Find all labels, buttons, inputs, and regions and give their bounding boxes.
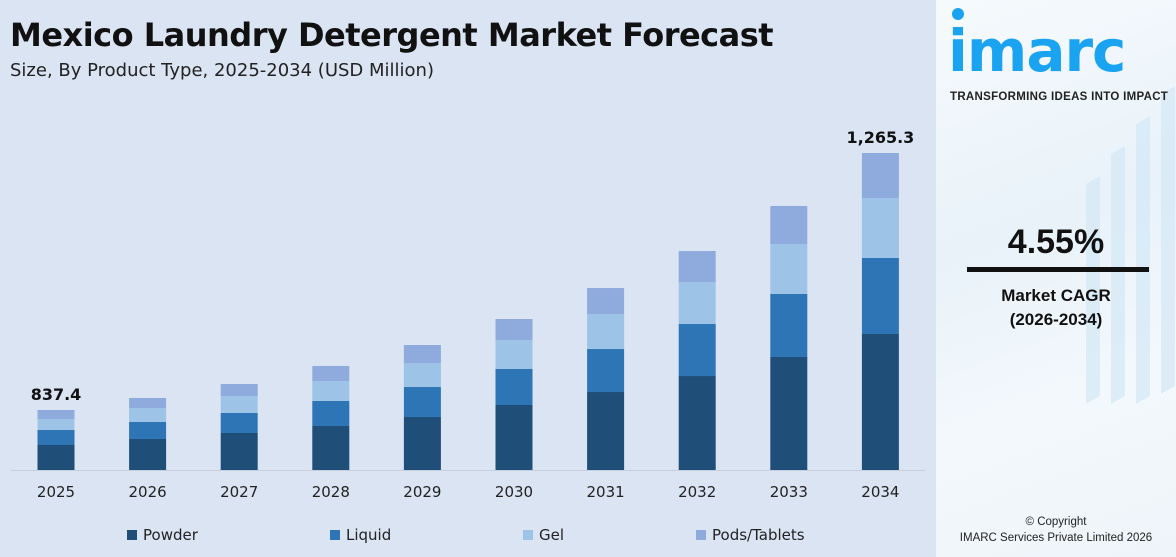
legend-label: Powder: [143, 526, 198, 544]
bar-segment-powder-2025: [37, 445, 75, 470]
x-tick-label: 2031: [587, 483, 625, 501]
cagr-value: 4.55%: [1007, 223, 1105, 261]
legend-swatch: [127, 530, 137, 540]
sidebar-panel: imarc TRANSFORMING IDEAS INTO IMPACT 4.5…: [936, 0, 1176, 557]
legend-label: Gel: [539, 526, 565, 544]
bar-segment-powder-2031: [587, 392, 625, 470]
bar-segment-pods-tablets-2032: [678, 251, 716, 283]
legend-item-powder: Powder: [127, 526, 198, 544]
data-label-2034: 1,265.3: [846, 128, 914, 147]
x-tick-label: 2025: [37, 483, 75, 501]
x-tick-label: 2034: [861, 483, 899, 501]
bar-segment-powder-2026: [129, 438, 167, 470]
bar-segment-liquid-2033: [770, 293, 808, 357]
bar-segment-gel-2033: [770, 243, 808, 294]
bar-segment-gel-2028: [312, 380, 350, 401]
bar-segment-pods-tablets-2033: [770, 205, 808, 244]
bar-segment-pods-tablets-2029: [403, 345, 441, 364]
bar-segment-gel-2030: [495, 340, 533, 369]
bar-segment-liquid-2031: [587, 349, 625, 393]
bar-segment-gel-2027: [220, 395, 258, 413]
cagr-label: Market CAGR (2026-2034): [936, 284, 1176, 332]
bar-segment-gel-2032: [678, 282, 716, 325]
bar-segment-gel-2034: [861, 197, 899, 258]
bar-segment-pods-tablets-2027: [220, 383, 258, 396]
bar-segment-liquid-2030: [495, 368, 533, 406]
bar-segment-liquid-2032: [678, 324, 716, 377]
cagr-period: (2026-2034): [1009, 310, 1103, 329]
background-decoration: [1111, 145, 1125, 405]
logo-tagline: TRANSFORMING IDEAS INTO IMPACT: [950, 91, 1169, 103]
legend-item-liquid: Liquid: [330, 526, 391, 544]
bar-segment-powder-2033: [770, 356, 808, 470]
imarc-logo: imarc: [948, 17, 1126, 85]
bar-segment-powder-2028: [312, 425, 350, 470]
x-tick-label: 2032: [678, 483, 716, 501]
bar-segment-pods-tablets-2030: [495, 319, 533, 341]
copyright: © Copyright IMARC Services Private Limit…: [936, 514, 1176, 546]
bar-segment-gel-2029: [403, 363, 441, 388]
company-name: IMARC Services Private Limited 2026: [959, 532, 1153, 544]
bar-segment-liquid-2027: [220, 412, 258, 433]
bar-segment-pods-tablets-2034: [861, 153, 899, 198]
stacked-bar-chart: 2025 837.4 2026 2027 2028 2029 2030 2031 2032 203…: [10, 128, 926, 501]
x-tick-label: 2027: [220, 483, 258, 501]
legend-swatch: [330, 530, 340, 540]
legend-swatch: [523, 530, 533, 540]
legend-item-gel: Gel: [523, 526, 564, 544]
cagr-label-text: Market CAGR: [1001, 286, 1111, 305]
legend-label: Pods/Tablets: [712, 526, 805, 544]
cagr-divider: [967, 267, 1149, 272]
x-tick-label: 2030: [495, 483, 533, 501]
legend-swatch: [696, 530, 706, 540]
x-tick-label: 2026: [129, 483, 167, 501]
bar-segment-pods-tablets-2031: [587, 288, 625, 315]
bar-segment-liquid-2025: [37, 429, 75, 446]
bar-segment-powder-2030: [495, 405, 533, 470]
bar-segment-pods-tablets-2026: [129, 397, 167, 408]
copyright-text: © Copyright: [1025, 516, 1087, 528]
bar-segment-pods-tablets-2028: [312, 365, 350, 381]
bar-segment-liquid-2029: [403, 387, 441, 418]
chart-title: Mexico Laundry Detergent Market Forecast: [10, 16, 774, 54]
legend-item-pods-tablets: Pods/Tablets: [696, 526, 805, 544]
x-tick-label: 2028: [312, 483, 350, 501]
bar-segment-pods-tablets-2025: [37, 410, 75, 419]
bar-segment-liquid-2026: [129, 421, 167, 439]
bar-segment-gel-2031: [587, 314, 625, 350]
bar-segment-gel-2026: [129, 407, 167, 422]
logo-dot-icon: [952, 8, 964, 20]
bar-segment-liquid-2028: [312, 400, 350, 426]
chart-area: Mexico Laundry Detergent Market Forecast…: [10, 16, 926, 544]
data-label-2025: 837.4: [31, 385, 82, 404]
x-tick-label: 2029: [403, 483, 441, 501]
legend-label: Liquid: [346, 526, 392, 544]
bar-segment-powder-2034: [861, 334, 899, 470]
bar-segment-powder-2027: [220, 432, 258, 470]
bar-segment-powder-2029: [403, 417, 441, 470]
x-tick-label: 2033: [770, 483, 808, 501]
bar-segment-liquid-2034: [861, 257, 899, 335]
bar-segment-powder-2032: [678, 376, 716, 470]
chart-subtitle: Size, By Product Type, 2025-2034 (USD Mi…: [10, 60, 434, 81]
bar-segment-gel-2025: [37, 418, 75, 430]
